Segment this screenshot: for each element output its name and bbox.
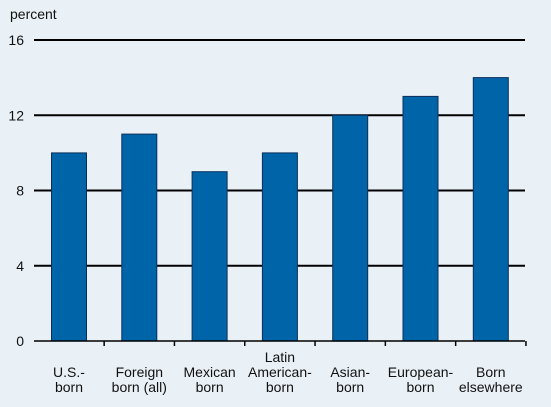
x-category-label: Asian-born: [330, 364, 370, 395]
y-tick-label: 4: [16, 258, 24, 274]
bar: [261, 152, 298, 342]
x-category-label-line: U.S.-: [53, 364, 85, 380]
bar: [402, 95, 439, 342]
y-tick-label: 12: [8, 107, 24, 123]
x-category-label-line: born: [336, 379, 364, 395]
x-category-label-line: Born: [476, 364, 506, 380]
x-category-label: Foreign born (all): [112, 364, 167, 395]
x-category-label-line: born: [266, 379, 294, 395]
bar: [191, 171, 228, 342]
x-category-label: U.S.-born: [53, 364, 85, 395]
x-category-label-line: born: [406, 379, 434, 395]
x-category-label-line: elsewhere: [459, 379, 523, 395]
x-category-label: Latin American-born: [248, 349, 312, 395]
x-category-label-line: Mexican: [184, 364, 236, 380]
x-category-label: European-born: [388, 364, 454, 395]
x-category-label-line: Latin: [265, 349, 295, 365]
bar: [472, 77, 509, 342]
y-tick-label: 16: [8, 32, 24, 48]
bar: [51, 152, 87, 342]
y-tick-label: 0: [16, 333, 24, 349]
x-category-label-line: born (all): [112, 379, 167, 395]
x-category-label-line: born: [196, 379, 224, 395]
x-category-label-line: Asian-: [330, 364, 370, 380]
x-category-label-line: Foreign: [116, 364, 163, 380]
x-category-label: Mexican born: [184, 364, 236, 395]
x-category-label: Born elsewhere: [459, 364, 523, 395]
x-category-label-line: American-: [248, 364, 312, 380]
bar-layer: [51, 77, 509, 342]
x-category-label-line: European-: [388, 364, 454, 380]
bar: [332, 114, 369, 342]
y-tick-label: 8: [16, 183, 24, 199]
y-tick-layer: 0 4 8 12 16: [8, 32, 24, 349]
y-axis-label: percent: [10, 6, 57, 22]
x-category-label-line: born: [55, 379, 83, 395]
bar: [121, 133, 158, 342]
